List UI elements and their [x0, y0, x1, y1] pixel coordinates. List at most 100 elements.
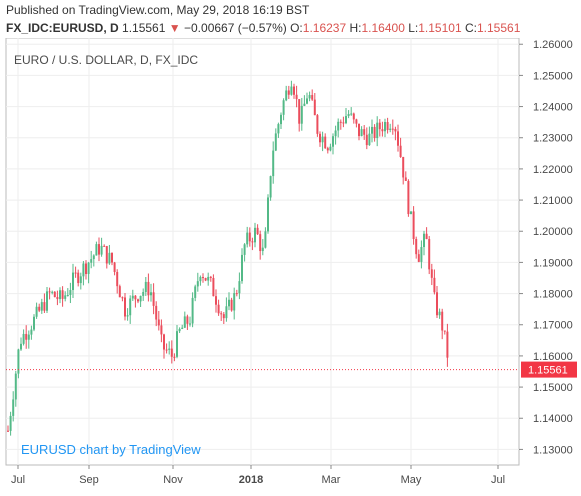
candle-body — [373, 126, 376, 139]
x-tick-label: Jul — [491, 474, 505, 486]
candle-body — [363, 129, 366, 135]
candle-body — [30, 329, 33, 335]
candle-body — [397, 131, 399, 146]
candle-body — [108, 252, 111, 264]
candle-body — [272, 150, 275, 177]
candle-body — [217, 304, 220, 314]
candle-body — [82, 263, 85, 277]
y-tick-label: 1.22000 — [533, 164, 573, 176]
candle-body — [420, 247, 423, 262]
candle-body — [334, 130, 337, 137]
candle-body — [306, 98, 308, 104]
y-tick-label: 1.14000 — [533, 413, 573, 425]
x-tick-label: Jul — [11, 474, 25, 486]
candle-body — [339, 121, 342, 123]
candle-body — [277, 124, 280, 134]
candle-body — [209, 276, 212, 278]
x-tick-label: 2018 — [239, 474, 263, 486]
candle-body — [415, 239, 418, 255]
candle-body — [222, 314, 225, 319]
candle-body — [139, 295, 142, 302]
candle-body — [186, 316, 189, 324]
candle-body — [59, 290, 61, 300]
candle-body — [118, 286, 121, 298]
candle-body — [212, 277, 215, 297]
y-tick-label: 1.13000 — [533, 444, 573, 456]
candle-body — [391, 128, 394, 130]
candle-body — [35, 306, 38, 317]
last-price-label: 1.15561 — [528, 365, 568, 377]
candle-body — [12, 399, 15, 416]
candle-body — [66, 295, 69, 297]
candle-body — [189, 323, 191, 325]
candle-body — [311, 95, 314, 100]
candle-body — [111, 252, 113, 263]
close-value: 1.15561 — [476, 21, 521, 35]
candle-body — [98, 244, 100, 255]
candle-body — [293, 86, 295, 95]
candle-body — [261, 247, 264, 252]
candle-body — [394, 128, 397, 132]
candle-body — [124, 297, 126, 317]
candle-body — [207, 276, 210, 281]
candle-body — [215, 296, 217, 305]
candle-body — [33, 316, 35, 330]
candle-body — [14, 373, 17, 400]
y-tick-label: 1.18000 — [533, 289, 573, 301]
high-label: H: — [349, 21, 362, 35]
candle-body — [358, 123, 360, 137]
low-value: 1.15101 — [418, 21, 462, 35]
candle-body — [126, 315, 129, 317]
candle-body — [287, 90, 290, 95]
candle-body — [40, 302, 43, 311]
y-tick-label: 1.20000 — [533, 226, 573, 238]
candle-body — [332, 136, 334, 147]
candle-body — [183, 316, 186, 328]
time-axis[interactable]: Jul Sep Nov 2018 Mar May Jul — [11, 465, 505, 486]
candle-body — [381, 129, 384, 132]
tradingview-attribution-link[interactable]: EURUSD chart by TradingView — [21, 442, 201, 457]
price-axis[interactable]: 1.13000 1.14000 1.15000 1.16000 1.17000 1.180… — [519, 39, 577, 456]
candle-body — [243, 244, 246, 255]
open-label: O: — [290, 21, 303, 35]
candle-body — [25, 333, 28, 340]
candle-body — [368, 133, 371, 146]
candle-body — [402, 156, 405, 178]
open-value: 1.16237 — [302, 21, 347, 35]
price-chart[interactable]: 1.13000 1.14000 1.15000 1.16000 1.17000 1.180… — [0, 38, 581, 496]
candle-body — [220, 313, 223, 315]
candle-body — [95, 244, 98, 256]
candle-body — [436, 292, 438, 316]
candle-body — [20, 343, 22, 350]
close-label: C: — [464, 21, 477, 35]
candle-body — [326, 148, 329, 151]
candle-body — [121, 297, 124, 299]
candle-body — [316, 115, 319, 134]
candle-body — [144, 281, 147, 293]
candle-body — [303, 103, 306, 106]
candle-body — [233, 293, 236, 311]
candle-body — [329, 146, 332, 151]
candle-body — [300, 105, 303, 124]
candle-body — [142, 292, 145, 296]
candle-body — [438, 311, 441, 316]
candle-body — [425, 233, 428, 240]
candle-body — [53, 291, 56, 297]
candle-body — [196, 281, 199, 287]
candle-body — [389, 128, 392, 130]
candle-body — [267, 197, 269, 232]
candle-body — [355, 119, 358, 124]
y-tick-label: 1.24000 — [533, 102, 573, 114]
candle-body — [410, 211, 412, 215]
candles-layer — [6, 80, 519, 436]
x-tick-label: Nov — [163, 474, 183, 486]
candle-body — [365, 134, 368, 146]
candle-body — [103, 245, 106, 247]
candle-body — [160, 325, 163, 335]
chart-grid — [5, 38, 520, 466]
candle-body — [79, 276, 82, 284]
candle-body — [407, 180, 410, 215]
candle-body — [412, 211, 415, 240]
candle-body — [428, 239, 431, 270]
chart-title: EURO / U.S. DOLLAR, D, FX_IDC — [14, 53, 198, 67]
